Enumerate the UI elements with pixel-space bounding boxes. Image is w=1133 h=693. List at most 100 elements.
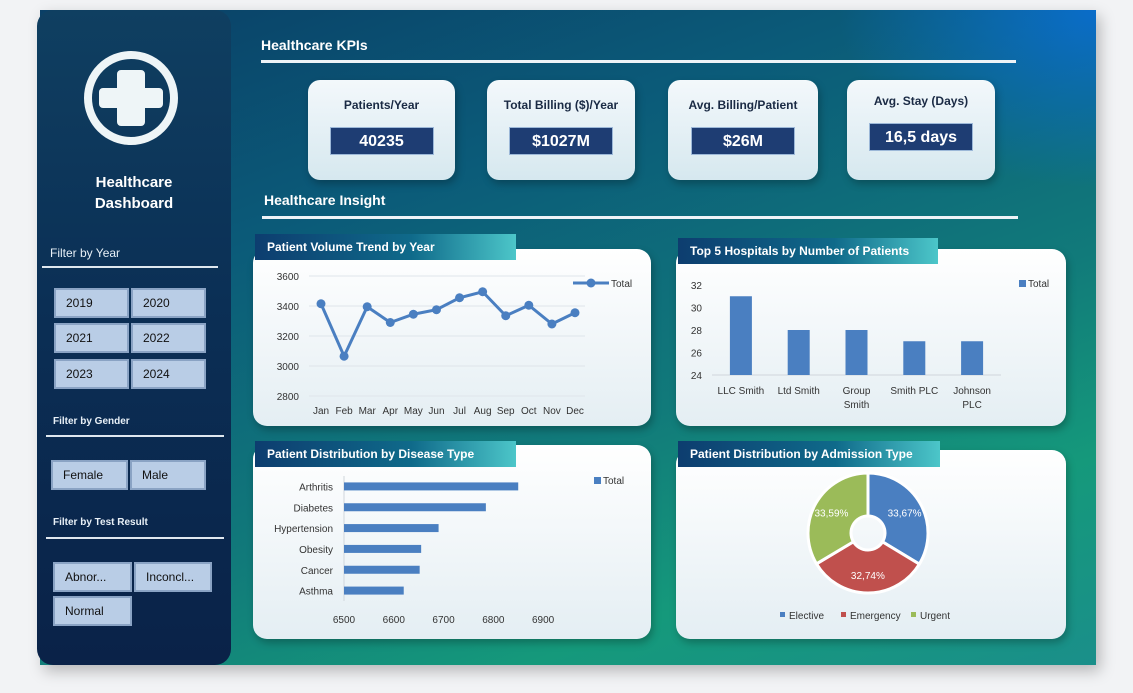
y-tick-label: 24	[691, 371, 703, 382]
filter-year-divider	[42, 266, 218, 268]
year-button-2023[interactable]: 2023	[54, 359, 129, 389]
top-hospitals-panel: 24 26 28 30 32 LLC Smith Ltd Smith Group Smith Sm…	[676, 249, 1066, 426]
top-hospitals-title: Top 5 Hospitals by Number of Patients	[678, 238, 938, 264]
data-point	[339, 351, 349, 361]
data-point	[431, 305, 441, 315]
x-tick-label: Feb	[335, 406, 353, 417]
y-tick-label: 30	[691, 304, 703, 315]
kpi-label: Avg. Stay (Days)	[873, 94, 969, 108]
legend-label: Elective	[789, 611, 824, 622]
x-tick-label: Aug	[474, 406, 492, 417]
gender-button-male[interactable]: Male	[130, 460, 206, 490]
y-tick-label: Arthritis	[299, 482, 333, 493]
legend-marker-icon	[586, 278, 596, 288]
data-point	[570, 308, 580, 318]
x-tick-label: LLC Smith	[718, 386, 765, 397]
insight-section-divider	[262, 216, 1018, 219]
dashboard-title-line1: Healthcare	[95, 174, 173, 191]
legend-label: Total	[1028, 279, 1049, 290]
x-tick-label: Smith	[844, 400, 870, 411]
x-tick-label: 6700	[432, 615, 455, 626]
legend-swatch-icon	[911, 612, 916, 617]
kpi-value: $1027M	[509, 127, 613, 155]
test-button-normal[interactable]: Normal	[53, 596, 132, 626]
kpi-label: Patients/Year	[343, 98, 420, 112]
top-hospitals-chart: 24 26 28 30 32 LLC Smith Ltd Smith Group Smith Sm…	[691, 279, 1049, 411]
kpi-card-avg-stay: Avg. Stay (Days) 16,5 days	[847, 80, 995, 180]
bar	[903, 341, 926, 375]
admission-panel: 33,67% 32,74% 33,59% Elective Emergency Urgen…	[676, 450, 1066, 639]
slice-value-label: 33,59%	[814, 508, 848, 519]
data-point	[316, 299, 326, 309]
year-button-2024[interactable]: 2024	[131, 359, 206, 389]
disease-panel: Arthritis Diabetes Hypertension Obesity Canc…	[253, 445, 651, 639]
year-button-2022[interactable]: 2022	[131, 323, 206, 353]
disease-title: Patient Distribution by Disease Type	[255, 441, 516, 467]
year-button-2019[interactable]: 2019	[54, 288, 129, 318]
bar	[729, 296, 752, 375]
legend-swatch-icon	[594, 477, 601, 484]
volume-trend-chart: 2800 3000 3200 3400 3600 Jan Feb Mar Apr May Jun Ju…	[277, 272, 632, 417]
bar	[344, 503, 486, 512]
medical-cross-icon	[84, 51, 178, 145]
series-line-total	[319, 290, 576, 360]
y-tick-label: 3400	[277, 302, 300, 313]
y-tick-label: 26	[691, 349, 703, 360]
x-tick-label: 6900	[532, 615, 555, 626]
data-point	[408, 309, 418, 319]
admission-title: Patient Distribution by Admission Type	[678, 441, 940, 467]
volume-trend-panel: 2800 3000 3200 3400 3600 Jan Feb Mar Apr May Jun Ju…	[253, 249, 651, 426]
y-tick-label: 32	[691, 281, 703, 292]
kpi-label: Avg. Billing/Patient	[688, 98, 798, 112]
pie-slice-urgent	[806, 471, 870, 566]
disease-chart: Arthritis Diabetes Hypertension Obesity Canc…	[274, 476, 624, 626]
legend-swatch-icon	[841, 612, 846, 617]
gender-button-female[interactable]: Female	[51, 460, 128, 490]
kpi-section-title: Healthcare KPIs	[261, 37, 368, 53]
data-point	[524, 300, 534, 310]
x-tick-label: Smith PLC	[890, 386, 938, 397]
bar	[344, 482, 519, 491]
filter-test-label: Filter by Test Result	[53, 517, 148, 528]
legend-label: Total	[603, 476, 624, 487]
test-button-inconclusive[interactable]: Inconcl...	[134, 562, 212, 592]
x-tick-label: Oct	[521, 406, 537, 417]
data-point	[478, 287, 488, 297]
dashboard-title-line2: Dashboard	[94, 195, 174, 212]
kpi-card-total-billing: Total Billing ($)/Year $1027M	[487, 80, 635, 180]
test-button-abnormal[interactable]: Abnor...	[53, 562, 132, 592]
legend-label: Urgent	[920, 611, 950, 622]
year-button-2020[interactable]: 2020	[131, 288, 206, 318]
year-button-2021[interactable]: 2021	[54, 323, 129, 353]
legend-label: Emergency	[850, 611, 901, 622]
data-point	[362, 302, 372, 312]
volume-trend-title: Patient Volume Trend by Year	[255, 234, 516, 260]
sidebar: Healthcare Dashboard Filter by Year 2019…	[37, 10, 231, 665]
data-point	[547, 319, 557, 329]
kpi-value: 16,5 days	[869, 123, 973, 151]
bar	[344, 524, 439, 533]
bar	[344, 565, 420, 574]
x-tick-label: 6600	[383, 615, 406, 626]
x-tick-label: Ltd Smith	[778, 386, 820, 397]
kpi-value: 40235	[329, 127, 434, 155]
x-tick-label: Mar	[359, 406, 377, 417]
y-tick-label: Hypertension	[274, 524, 333, 535]
x-tick-label: Sep	[497, 406, 515, 417]
bar	[344, 586, 404, 595]
x-tick-label: Group	[843, 386, 871, 397]
admission-chart: 33,67% 32,74% 33,59% Elective Emergency Urgen…	[780, 471, 950, 622]
pie-slice-emergency	[814, 539, 922, 595]
y-tick-label: Asthma	[299, 587, 333, 598]
filter-year-label: Filter by Year	[50, 246, 121, 260]
kpi-card-avg-billing: Avg. Billing/Patient $26M	[668, 80, 818, 180]
y-tick-label: 3000	[277, 362, 300, 373]
bar	[787, 330, 810, 375]
x-tick-label: Jun	[428, 406, 444, 417]
bar	[961, 341, 984, 375]
x-tick-label: Jul	[453, 406, 466, 417]
legend-label: Total	[611, 279, 632, 290]
x-tick-label: Jan	[313, 406, 329, 417]
data-point	[455, 293, 465, 303]
y-tick-label: Diabetes	[294, 503, 333, 514]
